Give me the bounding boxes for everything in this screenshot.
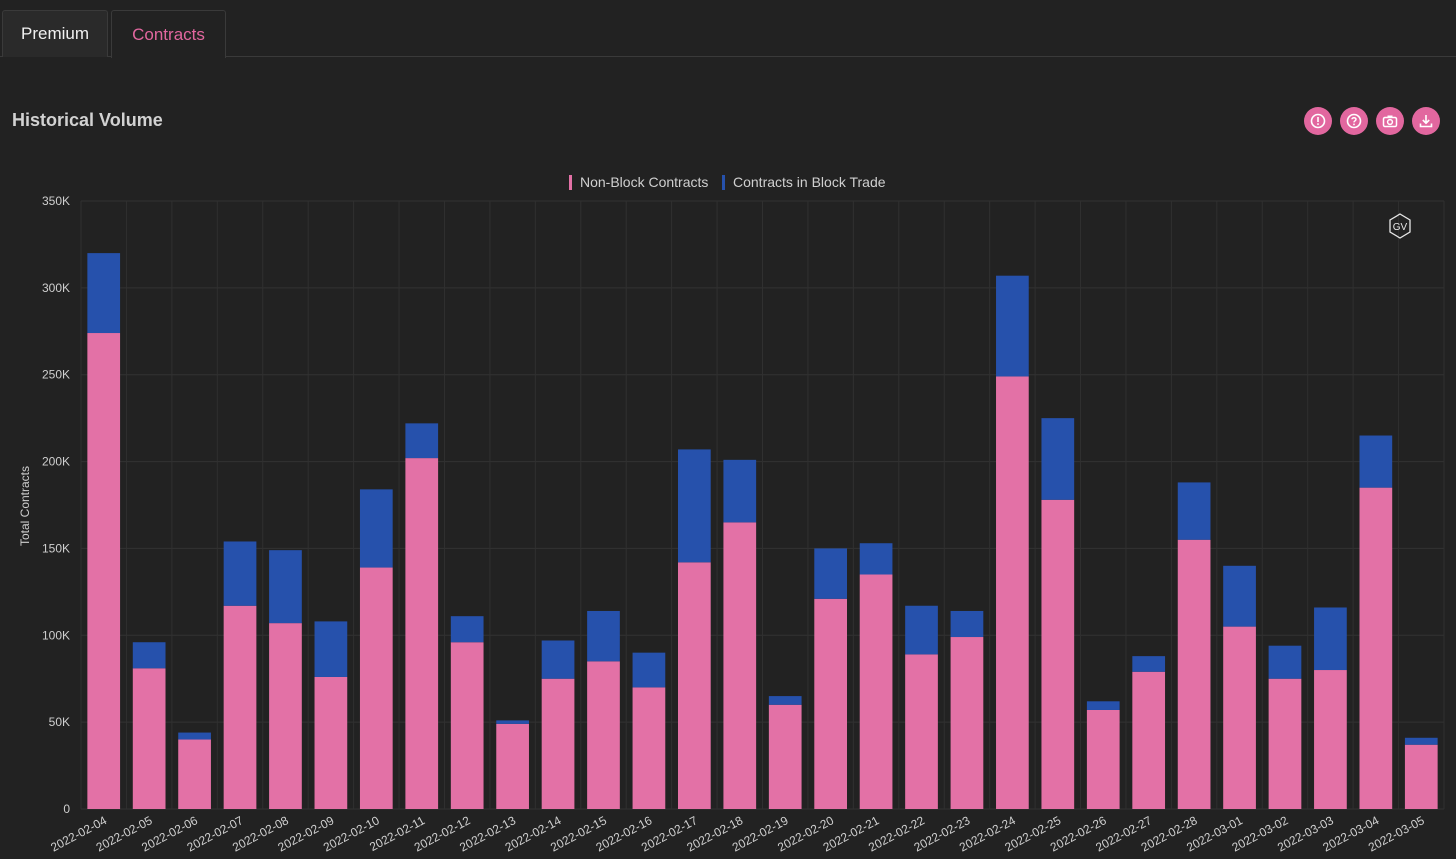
bar-non-block[interactable] — [859, 574, 893, 809]
bar-block-trade[interactable] — [450, 616, 484, 643]
y-axis-label: Total Contracts — [18, 466, 32, 546]
panel-title: Historical Volume — [12, 110, 163, 130]
chart-legend: Non-Block Contracts Contracts in Block T… — [569, 174, 886, 190]
bar-block-trade[interactable] — [132, 642, 166, 669]
y-axis: 0 50K 100K 150K 200K 250K 300K 350K — [42, 194, 70, 816]
help-button[interactable] — [1340, 107, 1368, 135]
bar-block-trade[interactable] — [1132, 656, 1166, 672]
bar-block-trade[interactable] — [1177, 482, 1211, 540]
bar-non-block[interactable] — [814, 598, 848, 809]
y-tick-label: 0 — [63, 802, 70, 816]
y-tick-label: 100K — [42, 628, 70, 642]
bar-block-trade[interactable] — [1086, 701, 1120, 710]
help-icon — [1346, 113, 1362, 129]
bar-non-block[interactable] — [223, 605, 257, 809]
bar-non-block[interactable] — [587, 661, 620, 809]
legend-label-non-block: Non-Block Contracts — [580, 174, 708, 190]
watermark-logo: GV — [1389, 213, 1411, 239]
y-tick-label: 250K — [42, 368, 70, 382]
bar-block-trade[interactable] — [905, 605, 938, 655]
info-icon — [1310, 113, 1326, 129]
chart-bars — [87, 253, 1438, 809]
y-tick-label: 300K — [42, 281, 70, 295]
bar-block-trade[interactable] — [814, 548, 848, 599]
bar-non-block[interactable] — [314, 676, 348, 809]
tab-contracts[interactable]: Contracts — [111, 10, 226, 58]
watermark-text: GV — [1393, 222, 1408, 233]
bar-block-trade[interactable] — [405, 423, 439, 459]
bar-non-block[interactable] — [450, 642, 484, 809]
bar-block-trade[interactable] — [314, 621, 348, 677]
bar-non-block[interactable] — [950, 637, 984, 809]
bar-non-block[interactable] — [269, 623, 302, 809]
download-icon — [1419, 115, 1433, 128]
y-tick-label: 350K — [42, 194, 70, 208]
download-button[interactable] — [1412, 107, 1440, 135]
bar-non-block[interactable] — [1132, 671, 1166, 809]
bar-non-block[interactable] — [359, 567, 393, 809]
bar-block-trade[interactable] — [950, 610, 984, 638]
bar-non-block[interactable] — [496, 723, 529, 809]
camera-icon — [1382, 115, 1398, 128]
bar-block-trade[interactable] — [541, 640, 575, 679]
legend-item-non-block[interactable]: Non-Block Contracts — [569, 174, 708, 190]
bar-non-block[interactable] — [405, 458, 439, 809]
y-tick-label: 200K — [42, 455, 70, 469]
bar-block-trade[interactable] — [87, 253, 121, 334]
bar-block-trade[interactable] — [1404, 737, 1438, 745]
bar-block-trade[interactable] — [269, 550, 302, 624]
bar-non-block[interactable] — [768, 704, 802, 809]
legend-swatch-non-block — [569, 175, 572, 190]
bar-block-trade[interactable] — [1223, 565, 1256, 627]
y-tick-label: 50K — [49, 715, 70, 729]
bar-block-trade[interactable] — [1314, 607, 1347, 671]
historical-volume-chart: 0 50K 100K 150K 200K 250K 300K 350K 2022-02-042… — [18, 174, 1445, 854]
tab-premium[interactable]: Premium — [2, 10, 108, 57]
bar-non-block[interactable] — [1041, 499, 1075, 809]
legend-swatch-block — [722, 175, 725, 190]
bar-non-block[interactable] — [178, 739, 211, 809]
bar-block-trade[interactable] — [223, 541, 257, 606]
bar-non-block[interactable] — [1177, 539, 1211, 809]
bar-non-block[interactable] — [132, 668, 166, 809]
bar-block-trade[interactable] — [677, 449, 711, 563]
tab-bar: Premium Contracts — [0, 0, 1456, 58]
bar-block-trade[interactable] — [996, 275, 1029, 377]
bar-non-block[interactable] — [996, 376, 1029, 809]
chart-grid — [80, 200, 1445, 810]
bar-non-block[interactable] — [1086, 709, 1120, 809]
bar-non-block[interactable] — [677, 562, 711, 809]
bar-non-block[interactable] — [87, 333, 121, 809]
bar-non-block[interactable] — [905, 654, 938, 809]
bar-block-trade[interactable] — [768, 696, 802, 705]
camera-button[interactable] — [1376, 107, 1404, 135]
bar-block-trade[interactable] — [1041, 418, 1075, 500]
bar-block-trade[interactable] — [723, 459, 757, 523]
bar-non-block[interactable] — [723, 522, 757, 809]
bar-block-trade[interactable] — [178, 732, 211, 740]
legend-item-block[interactable]: Contracts in Block Trade — [722, 174, 886, 190]
bar-non-block[interactable] — [1268, 678, 1302, 809]
bar-block-trade[interactable] — [859, 543, 893, 575]
bar-non-block[interactable] — [1314, 670, 1347, 809]
bar-block-trade[interactable] — [587, 610, 620, 662]
bar-non-block[interactable] — [1359, 487, 1393, 809]
bar-non-block[interactable] — [1223, 626, 1256, 809]
bar-non-block[interactable] — [1404, 744, 1438, 809]
legend-label-block: Contracts in Block Trade — [733, 174, 886, 190]
bar-non-block[interactable] — [541, 678, 575, 809]
bar-block-trade[interactable] — [632, 652, 666, 688]
bar-non-block[interactable] — [632, 687, 666, 809]
info-button[interactable] — [1304, 107, 1332, 135]
bar-block-trade[interactable] — [1359, 435, 1393, 488]
bar-block-trade[interactable] — [1268, 645, 1302, 679]
bar-block-trade[interactable] — [359, 489, 393, 568]
y-tick-label: 150K — [42, 541, 70, 555]
bar-block-trade[interactable] — [496, 720, 529, 724]
x-axis: 2022-02-042022-02-052022-02-062022-02-07… — [48, 813, 1427, 854]
